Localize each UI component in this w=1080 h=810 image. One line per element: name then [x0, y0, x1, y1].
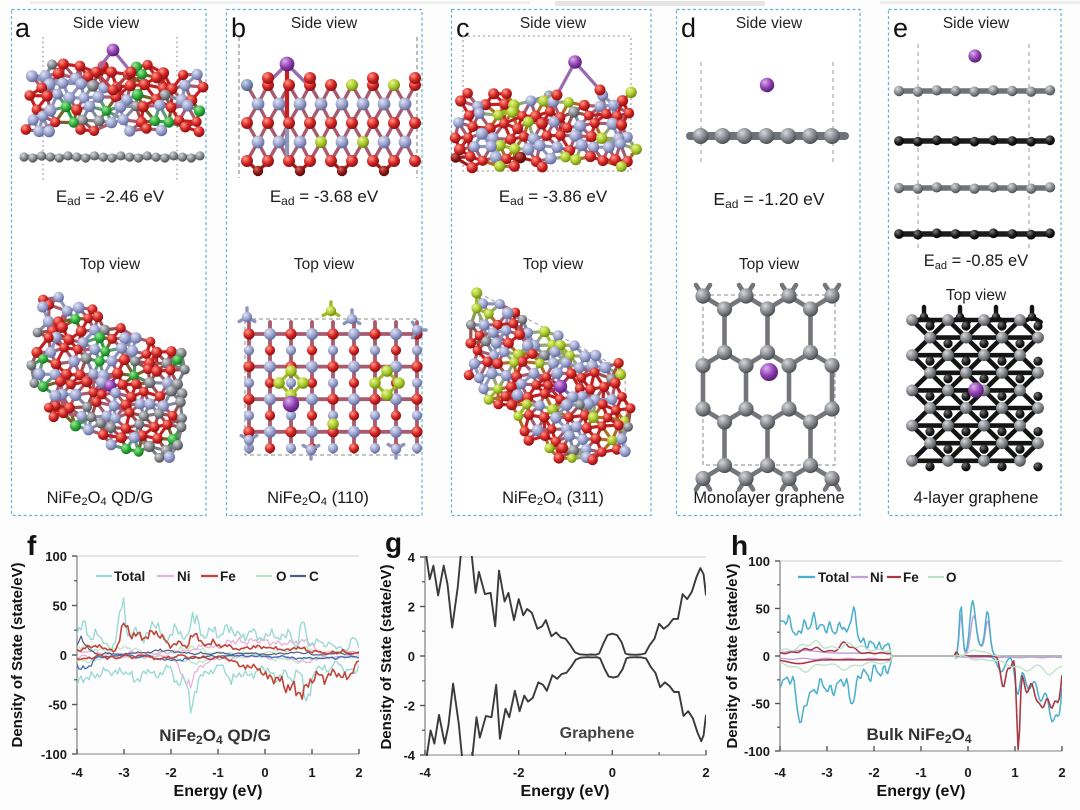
svg-text:-100: -100: [41, 747, 67, 762]
svg-text:1: 1: [308, 765, 315, 780]
svg-text:Side view: Side view: [73, 15, 140, 32]
svg-text:Density of State (state/eV): Density of State (state/eV): [724, 563, 741, 748]
svg-text:h: h: [731, 530, 748, 561]
svg-text:-50: -50: [751, 697, 770, 712]
svg-text:f: f: [27, 530, 37, 561]
svg-text:Top view: Top view: [946, 287, 1007, 304]
svg-text:Fe: Fe: [220, 569, 236, 584]
svg-text:Side view: Side view: [943, 15, 1010, 32]
svg-text:50: 50: [53, 599, 67, 614]
svg-text:Monolayer graphene: Monolayer graphene: [693, 489, 844, 507]
svg-text:Ead = -3.86 eV: Ead = -3.86 eV: [499, 187, 608, 208]
svg-text:Ead = -2.46 eV: Ead = -2.46 eV: [56, 187, 165, 208]
svg-text:50: 50: [756, 602, 770, 617]
svg-text:Energy (eV): Energy (eV): [174, 783, 263, 800]
svg-text:-3: -3: [821, 765, 833, 780]
svg-text:0: 0: [60, 648, 67, 663]
svg-text:-50: -50: [48, 698, 67, 713]
svg-text:d: d: [681, 13, 696, 43]
svg-text:Bulk NiFe2O4: Bulk NiFe2O4: [866, 725, 971, 746]
svg-text:b: b: [231, 13, 246, 43]
svg-text:0: 0: [964, 765, 971, 780]
svg-text:-4: -4: [403, 748, 415, 763]
svg-text:Ni: Ni: [870, 570, 884, 585]
svg-text:Top view: Top view: [523, 256, 584, 273]
svg-text:2: 2: [702, 765, 709, 780]
svg-text:100: 100: [45, 549, 67, 564]
svg-text:-100: -100: [744, 744, 770, 759]
svg-text:2: 2: [1058, 765, 1065, 780]
svg-text:Top view: Top view: [294, 256, 355, 273]
svg-text:NiFe2O4 QD/G: NiFe2O4 QD/G: [159, 726, 271, 747]
svg-text:Density of State (state/eV): Density of State (state/eV): [9, 562, 26, 747]
svg-text:Side view: Side view: [736, 15, 803, 32]
svg-text:0: 0: [763, 649, 770, 664]
svg-text:-4: -4: [419, 765, 431, 780]
svg-text:O: O: [946, 570, 957, 585]
svg-text:Top view: Top view: [739, 256, 800, 273]
svg-text:-4: -4: [774, 765, 786, 780]
svg-text:-1: -1: [212, 765, 224, 780]
svg-text:-1: -1: [915, 765, 927, 780]
svg-text:a: a: [15, 13, 31, 43]
svg-text:0: 0: [408, 649, 415, 664]
svg-text:C: C: [309, 569, 319, 584]
svg-text:0: 0: [609, 765, 616, 780]
svg-text:Energy (eV): Energy (eV): [877, 783, 966, 800]
svg-text:100: 100: [748, 554, 770, 569]
svg-text:e: e: [893, 13, 908, 43]
svg-text:Side view: Side view: [291, 15, 358, 32]
svg-text:4-layer graphene: 4-layer graphene: [914, 489, 1039, 507]
svg-text:Ead = -1.20 eV: Ead = -1.20 eV: [713, 189, 824, 211]
svg-text:Ni: Ni: [177, 569, 191, 584]
svg-text:-4: -4: [71, 765, 83, 780]
svg-text:-2: -2: [403, 699, 415, 714]
svg-text:NiFe2O4 (110): NiFe2O4 (110): [267, 489, 369, 508]
svg-text:Density of State (state/eV): Density of State (state/eV): [378, 564, 395, 749]
svg-text:g: g: [385, 527, 402, 558]
svg-text:1: 1: [1011, 765, 1018, 780]
svg-text:2: 2: [408, 600, 415, 615]
svg-text:-2: -2: [513, 765, 525, 780]
svg-text:4: 4: [408, 550, 416, 565]
svg-text:Fe: Fe: [903, 570, 919, 585]
svg-text:-2: -2: [868, 765, 880, 780]
svg-text:NiFe2O4 QD/G: NiFe2O4 QD/G: [47, 489, 154, 508]
svg-text:-2: -2: [165, 765, 177, 780]
svg-text:Total: Total: [114, 569, 145, 584]
svg-text:Graphene: Graphene: [560, 725, 635, 742]
svg-text:Ead = -3.68 eV: Ead = -3.68 eV: [270, 187, 379, 208]
svg-text:Side view: Side view: [520, 15, 587, 32]
svg-text:c: c: [456, 13, 470, 43]
svg-text:Ead = -0.85 eV: Ead = -0.85 eV: [924, 252, 1028, 272]
svg-text:Top view: Top view: [80, 256, 141, 273]
svg-text:Total: Total: [818, 570, 849, 585]
svg-text:NiFe2O4 (311): NiFe2O4 (311): [502, 489, 604, 508]
svg-text:2: 2: [355, 765, 362, 780]
svg-text:-3: -3: [118, 765, 130, 780]
svg-text:Energy (eV): Energy (eV): [521, 783, 610, 800]
svg-text:O: O: [276, 569, 287, 584]
svg-text:0: 0: [261, 765, 268, 780]
